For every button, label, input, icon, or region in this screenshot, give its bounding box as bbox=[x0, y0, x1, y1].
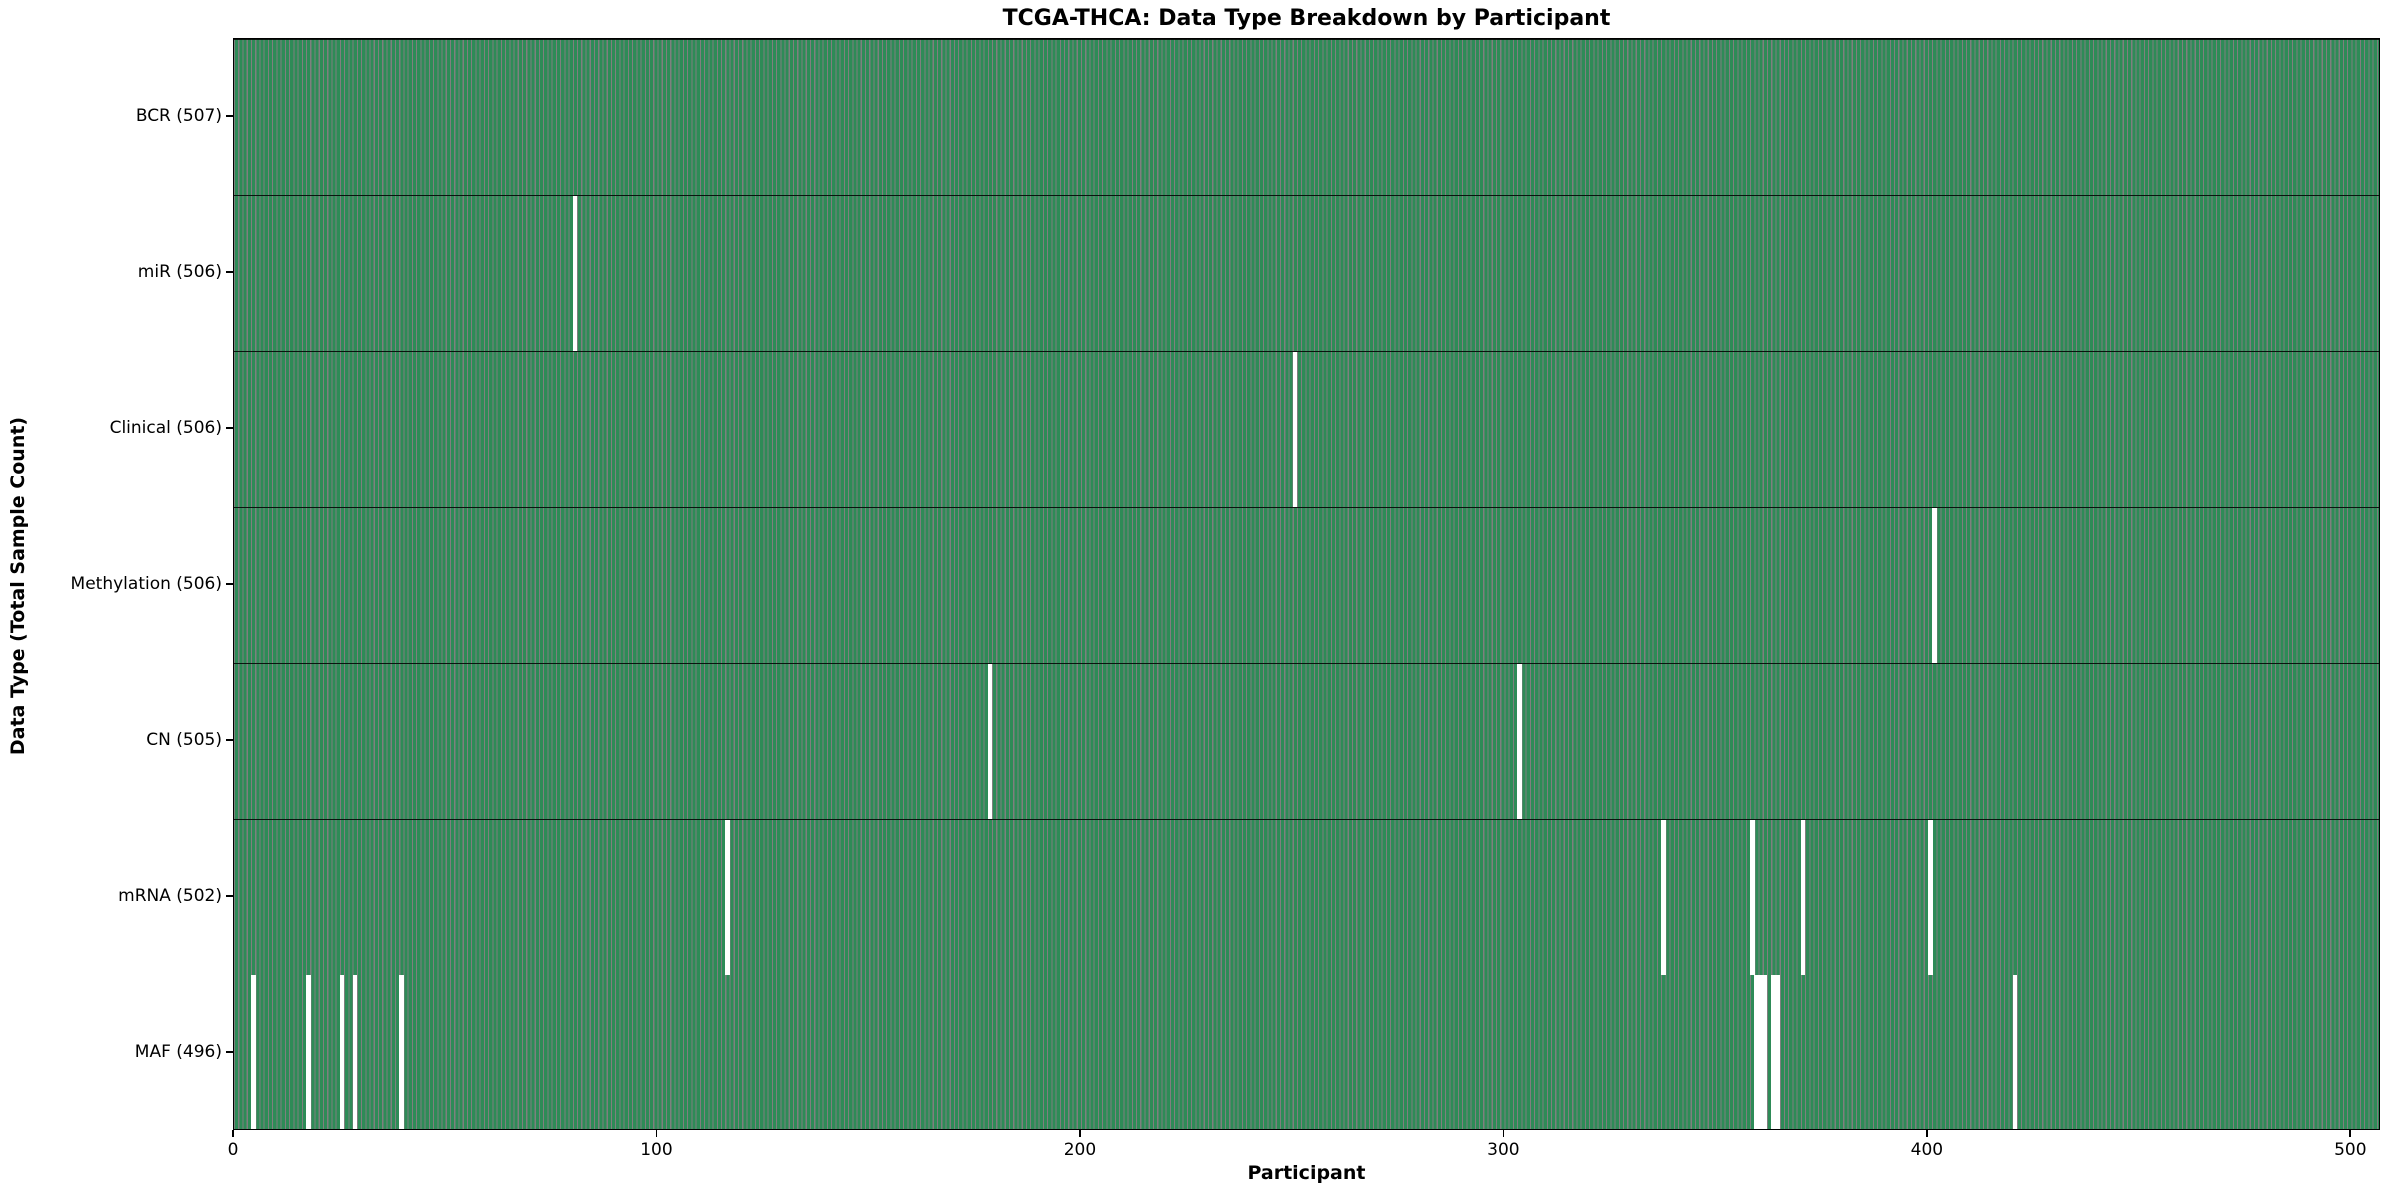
absent-mark bbox=[1771, 975, 1776, 1129]
y-tick-label-methylation: Methylation (506) bbox=[70, 573, 222, 594]
y-tick-label-clinical: Clinical (506) bbox=[109, 417, 222, 438]
absent-mark bbox=[399, 975, 404, 1129]
absent-mark bbox=[1758, 975, 1764, 1129]
x-tick-mark bbox=[1925, 1130, 1928, 1137]
x-tick-label-100: 100 bbox=[640, 1140, 673, 1160]
datatype-row-cn bbox=[234, 663, 2379, 819]
datatype-row-bcr bbox=[234, 39, 2379, 195]
datatype-row-mrna bbox=[234, 819, 2379, 975]
y-tick-label-maf: MAF (496) bbox=[134, 1041, 222, 1062]
absent-mark bbox=[1517, 664, 1522, 819]
plot-area: Present Absent bbox=[233, 38, 2380, 1130]
y-tick-mark bbox=[226, 739, 233, 741]
absent-mark bbox=[2012, 975, 2018, 1129]
absent-mark bbox=[339, 975, 345, 1129]
x-tick-label-400: 400 bbox=[1910, 1140, 1944, 1160]
datatype-row-methylation bbox=[234, 507, 2379, 663]
absent-mark bbox=[250, 975, 256, 1129]
x-tick-label-500: 500 bbox=[2334, 1140, 2367, 1160]
absent-mark bbox=[1292, 352, 1298, 507]
datatype-row-mir bbox=[234, 195, 2379, 351]
absent-mark bbox=[1762, 975, 1768, 1129]
x-tick-label-300: 300 bbox=[1487, 1140, 1520, 1160]
y-tick-label-mrna: mRNA (502) bbox=[118, 885, 222, 906]
y-tick-mark bbox=[226, 271, 233, 273]
datatype-row-clinical bbox=[234, 351, 2379, 507]
absent-mark bbox=[572, 196, 578, 351]
y-tick-mark bbox=[226, 1051, 233, 1053]
absent-mark bbox=[1750, 820, 1755, 975]
chart-title: TCGA-THCA: Data Type Breakdown by Partic… bbox=[1002, 6, 1611, 31]
absent-mark bbox=[725, 820, 730, 975]
x-tick-mark bbox=[2349, 1130, 2352, 1137]
y-tick-mark bbox=[226, 427, 233, 429]
absent-mark bbox=[305, 975, 311, 1129]
absent-mark bbox=[1754, 975, 1759, 1129]
absent-mark bbox=[987, 664, 993, 819]
x-tick-label-0: 0 bbox=[227, 1140, 239, 1160]
datatype-row-maf bbox=[234, 975, 2379, 1129]
absent-mark bbox=[1932, 508, 1937, 663]
x-tick-mark bbox=[655, 1130, 658, 1137]
absent-mark bbox=[352, 975, 358, 1129]
x-tick-mark bbox=[1502, 1130, 1505, 1137]
absent-mark bbox=[1775, 975, 1781, 1129]
y-tick-label-cn: CN (505) bbox=[146, 729, 222, 750]
x-tick-mark bbox=[232, 1130, 234, 1137]
x-tick-label-200: 200 bbox=[1063, 1140, 1097, 1160]
x-tick-mark bbox=[1079, 1130, 1081, 1137]
y-tick-mark bbox=[226, 583, 233, 585]
absent-mark bbox=[1927, 820, 1933, 975]
x-axis-label: Participant bbox=[1247, 1162, 1366, 1184]
absent-mark bbox=[1800, 820, 1806, 975]
y-tick-label-mir: miR (506) bbox=[137, 261, 222, 282]
y-tick-label-bcr: BCR (507) bbox=[135, 105, 222, 126]
absent-mark bbox=[1661, 820, 1666, 975]
y-tick-mark bbox=[226, 895, 233, 897]
y-tick-mark bbox=[226, 115, 233, 117]
